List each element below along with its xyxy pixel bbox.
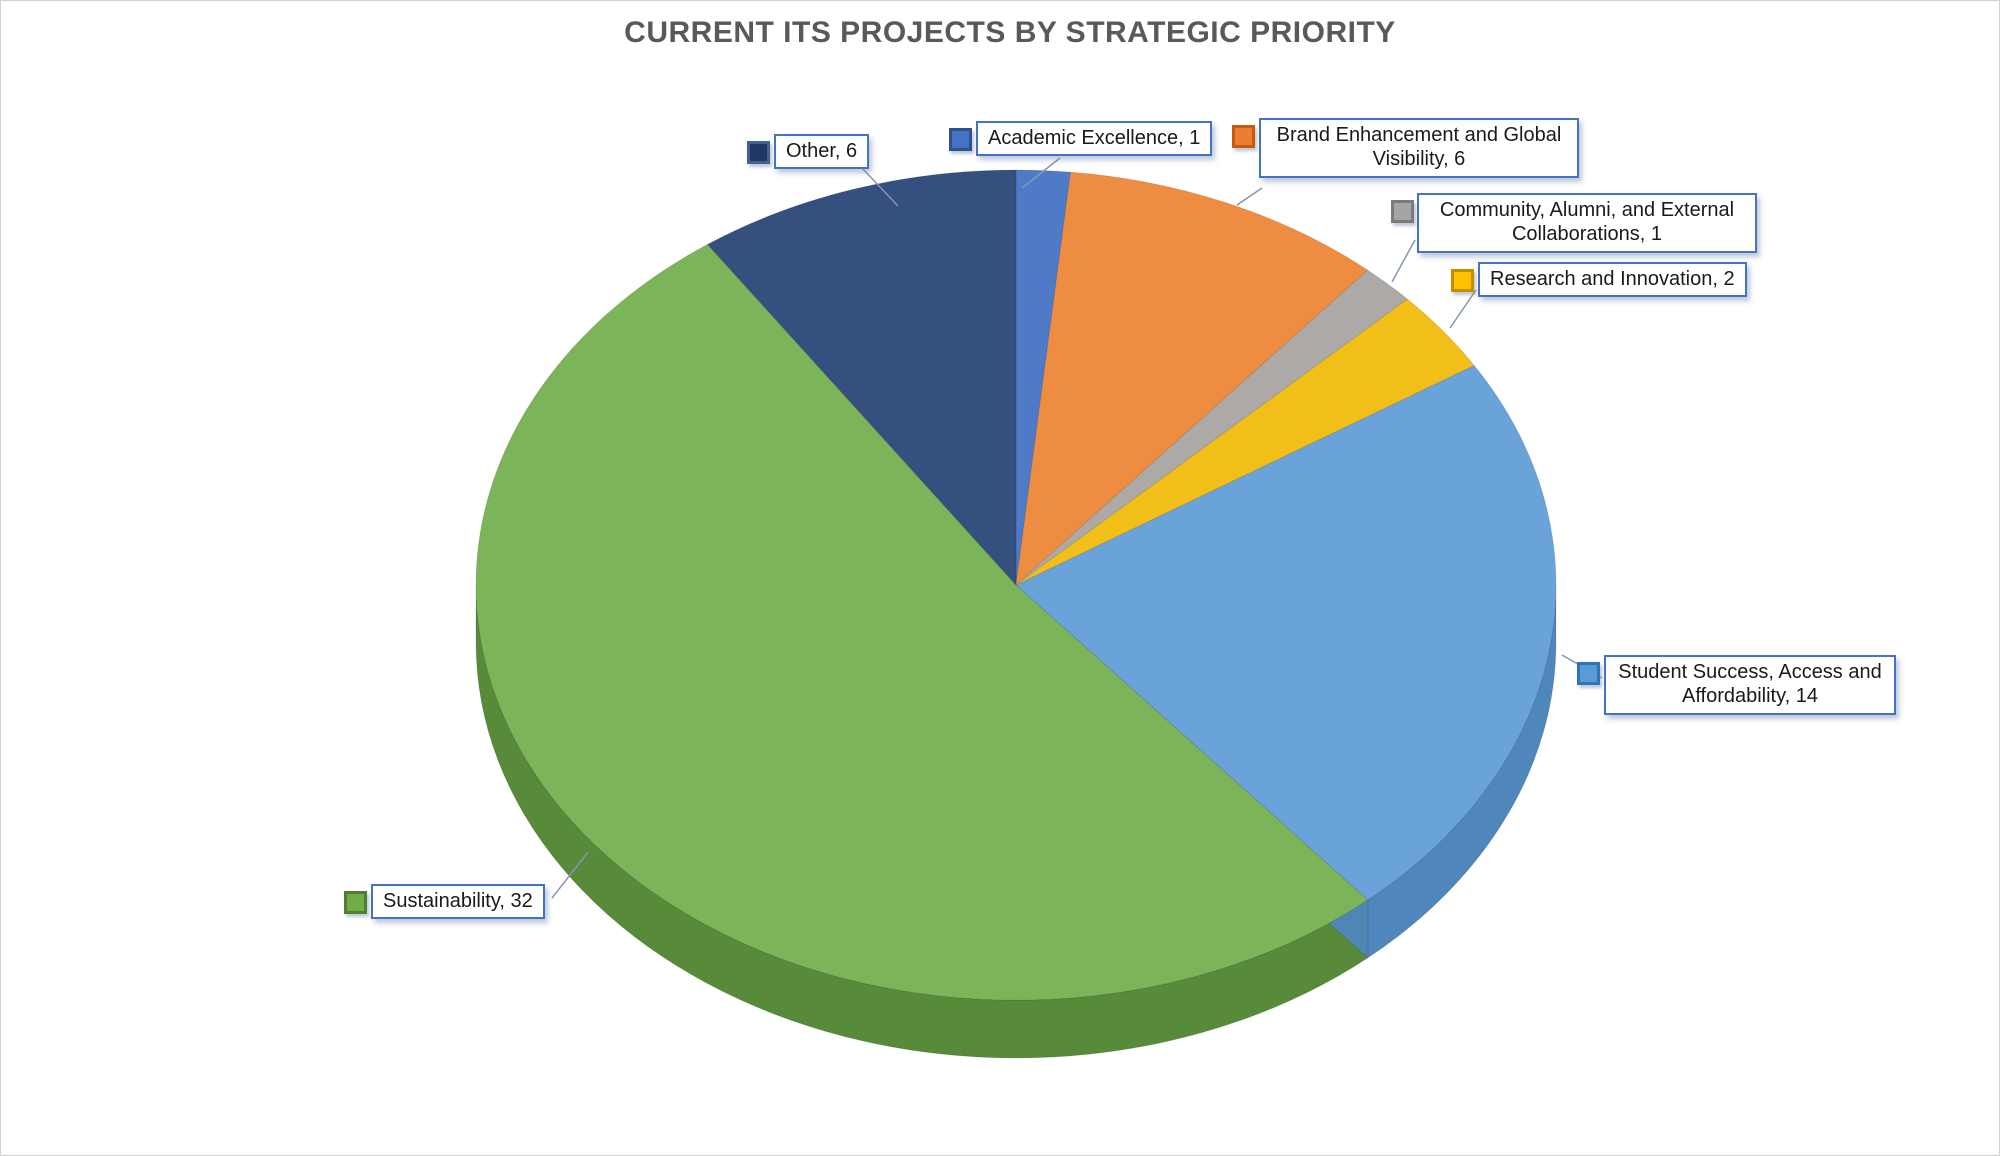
label-leader-line bbox=[551, 851, 589, 899]
legend-marker-research bbox=[1451, 269, 1474, 292]
legend-marker-academic bbox=[949, 128, 972, 151]
legend-marker-sustainability bbox=[344, 891, 367, 914]
label-leader-line bbox=[1449, 289, 1477, 329]
label-leader-line bbox=[1021, 157, 1061, 189]
legend-marker-other bbox=[747, 141, 770, 164]
label-leader-line bbox=[861, 167, 899, 207]
data-label-brand: Brand Enhancement and Global Visibility,… bbox=[1259, 118, 1579, 178]
data-label-other: Other, 6 bbox=[774, 134, 870, 170]
label-leader-line bbox=[1391, 239, 1416, 283]
data-label-sustainability: Sustainability, 32 bbox=[371, 884, 545, 920]
legend-marker-brand bbox=[1232, 125, 1255, 148]
data-label-academic: Academic Excellence, 1 bbox=[976, 121, 1213, 157]
legend-marker-student bbox=[1577, 662, 1600, 685]
data-label-research: Research and Innovation, 2 bbox=[1478, 262, 1747, 298]
data-label-community: Community, Alumni, and External Collabor… bbox=[1417, 193, 1757, 253]
legend-marker-community bbox=[1391, 200, 1414, 223]
data-label-student: Student Success, Access and Affordabilit… bbox=[1604, 655, 1896, 715]
label-leader-line bbox=[1236, 187, 1263, 206]
chart-title: CURRENT ITS PROJECTS BY STRATEGIC PRIORI… bbox=[624, 16, 1396, 49]
